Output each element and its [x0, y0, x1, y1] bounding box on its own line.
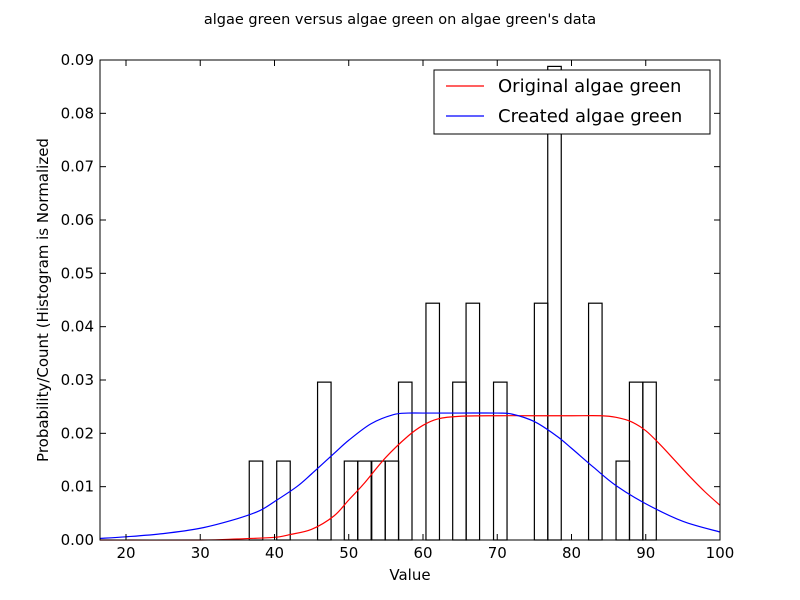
x-tick-label: 50: [339, 544, 358, 562]
y-tick-label: 0.04: [61, 318, 94, 336]
y-tick-label: 0.05: [61, 264, 94, 282]
x-tick-label: 30: [191, 544, 210, 562]
y-tick-label: 0.07: [61, 158, 94, 176]
y-tick-label: 0.03: [61, 371, 94, 389]
x-tick-label: 90: [636, 544, 655, 562]
legend: Original algae green Created algae green: [433, 69, 711, 135]
legend-label-original: Original algae green: [498, 76, 681, 97]
plot-frame: [99, 59, 721, 541]
chart-title: algae green versus algae green on algae …: [204, 12, 596, 28]
legend-box: [433, 69, 711, 135]
x-tick-label: 100: [706, 544, 735, 562]
y-tick-label: 0.00: [61, 531, 94, 549]
x-tick-label: 70: [488, 544, 507, 562]
y-tick-label: 0.08: [61, 104, 94, 122]
legend-label-created: Created algae green: [498, 106, 682, 127]
series-line-created: [99, 412, 721, 539]
y-tick-label: 0.02: [61, 424, 94, 442]
y-tick-label: 0.01: [61, 478, 94, 496]
x-tick-label: 80: [562, 544, 581, 562]
x-tick-label: 20: [116, 544, 135, 562]
curve-lines: [99, 412, 721, 541]
y-tick-label: 0.06: [61, 211, 94, 229]
x-tick-label: 60: [413, 544, 432, 562]
series-line-original: [99, 415, 721, 541]
plot-background: [100, 60, 720, 540]
y-axis-ticks: 0.00 0.01 0.02 0.03 0.04 0.05 0.06 0.07 0.08 0.09: [61, 51, 720, 549]
x-axis-label: Value: [389, 566, 430, 584]
y-tick-label: 0.09: [61, 51, 94, 69]
y-axis-label: Probability/Count (Histogram is Normaliz…: [34, 138, 52, 462]
x-axis-ticks: 20 30 40 50 60 70 80 90 100: [116, 60, 734, 562]
x-tick-label: 40: [265, 544, 284, 562]
